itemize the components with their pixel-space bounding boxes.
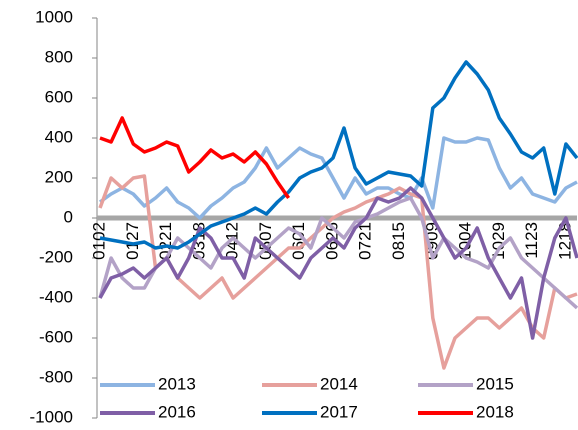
legend-label: 2018 bbox=[476, 402, 514, 421]
y-tick-label: -1000 bbox=[30, 407, 73, 426]
series-line bbox=[98, 186, 578, 340]
series-line bbox=[98, 196, 578, 310]
y-tick-label: 600 bbox=[45, 87, 73, 106]
x-tick-label: 1123 bbox=[522, 222, 541, 259]
legend-label: 2015 bbox=[476, 374, 514, 393]
x-tick-label: 0102 bbox=[89, 222, 108, 260]
y-tick-label: 0 bbox=[64, 207, 73, 226]
x-tick-label: 0127 bbox=[123, 222, 142, 260]
y-tick-label: -800 bbox=[39, 367, 73, 386]
series-line bbox=[99, 60, 578, 250]
series-line bbox=[98, 174, 578, 370]
series-line bbox=[98, 136, 578, 220]
series-line bbox=[99, 116, 291, 199]
legend-label: 2017 bbox=[320, 402, 358, 421]
legend-label: 2016 bbox=[158, 402, 196, 421]
y-tick-label: -400 bbox=[39, 287, 73, 306]
y-tick-label: -200 bbox=[39, 247, 73, 266]
y-tick-label: 800 bbox=[45, 47, 73, 66]
y-tick-label: 200 bbox=[45, 167, 73, 186]
x-tick-label: 0815 bbox=[389, 222, 408, 260]
y-tick-label: 400 bbox=[45, 127, 73, 146]
x-tick-label: 1029 bbox=[489, 222, 508, 260]
x-tick-label: 0221 bbox=[156, 222, 175, 260]
x-tick-label: 0721 bbox=[356, 222, 375, 260]
y-tick-label: 1000 bbox=[35, 7, 73, 26]
legend-label: 2014 bbox=[320, 374, 358, 393]
legend-label: 2013 bbox=[158, 374, 196, 393]
x-tick-label: 1004 bbox=[456, 222, 475, 260]
y-tick-label: -600 bbox=[39, 327, 73, 346]
